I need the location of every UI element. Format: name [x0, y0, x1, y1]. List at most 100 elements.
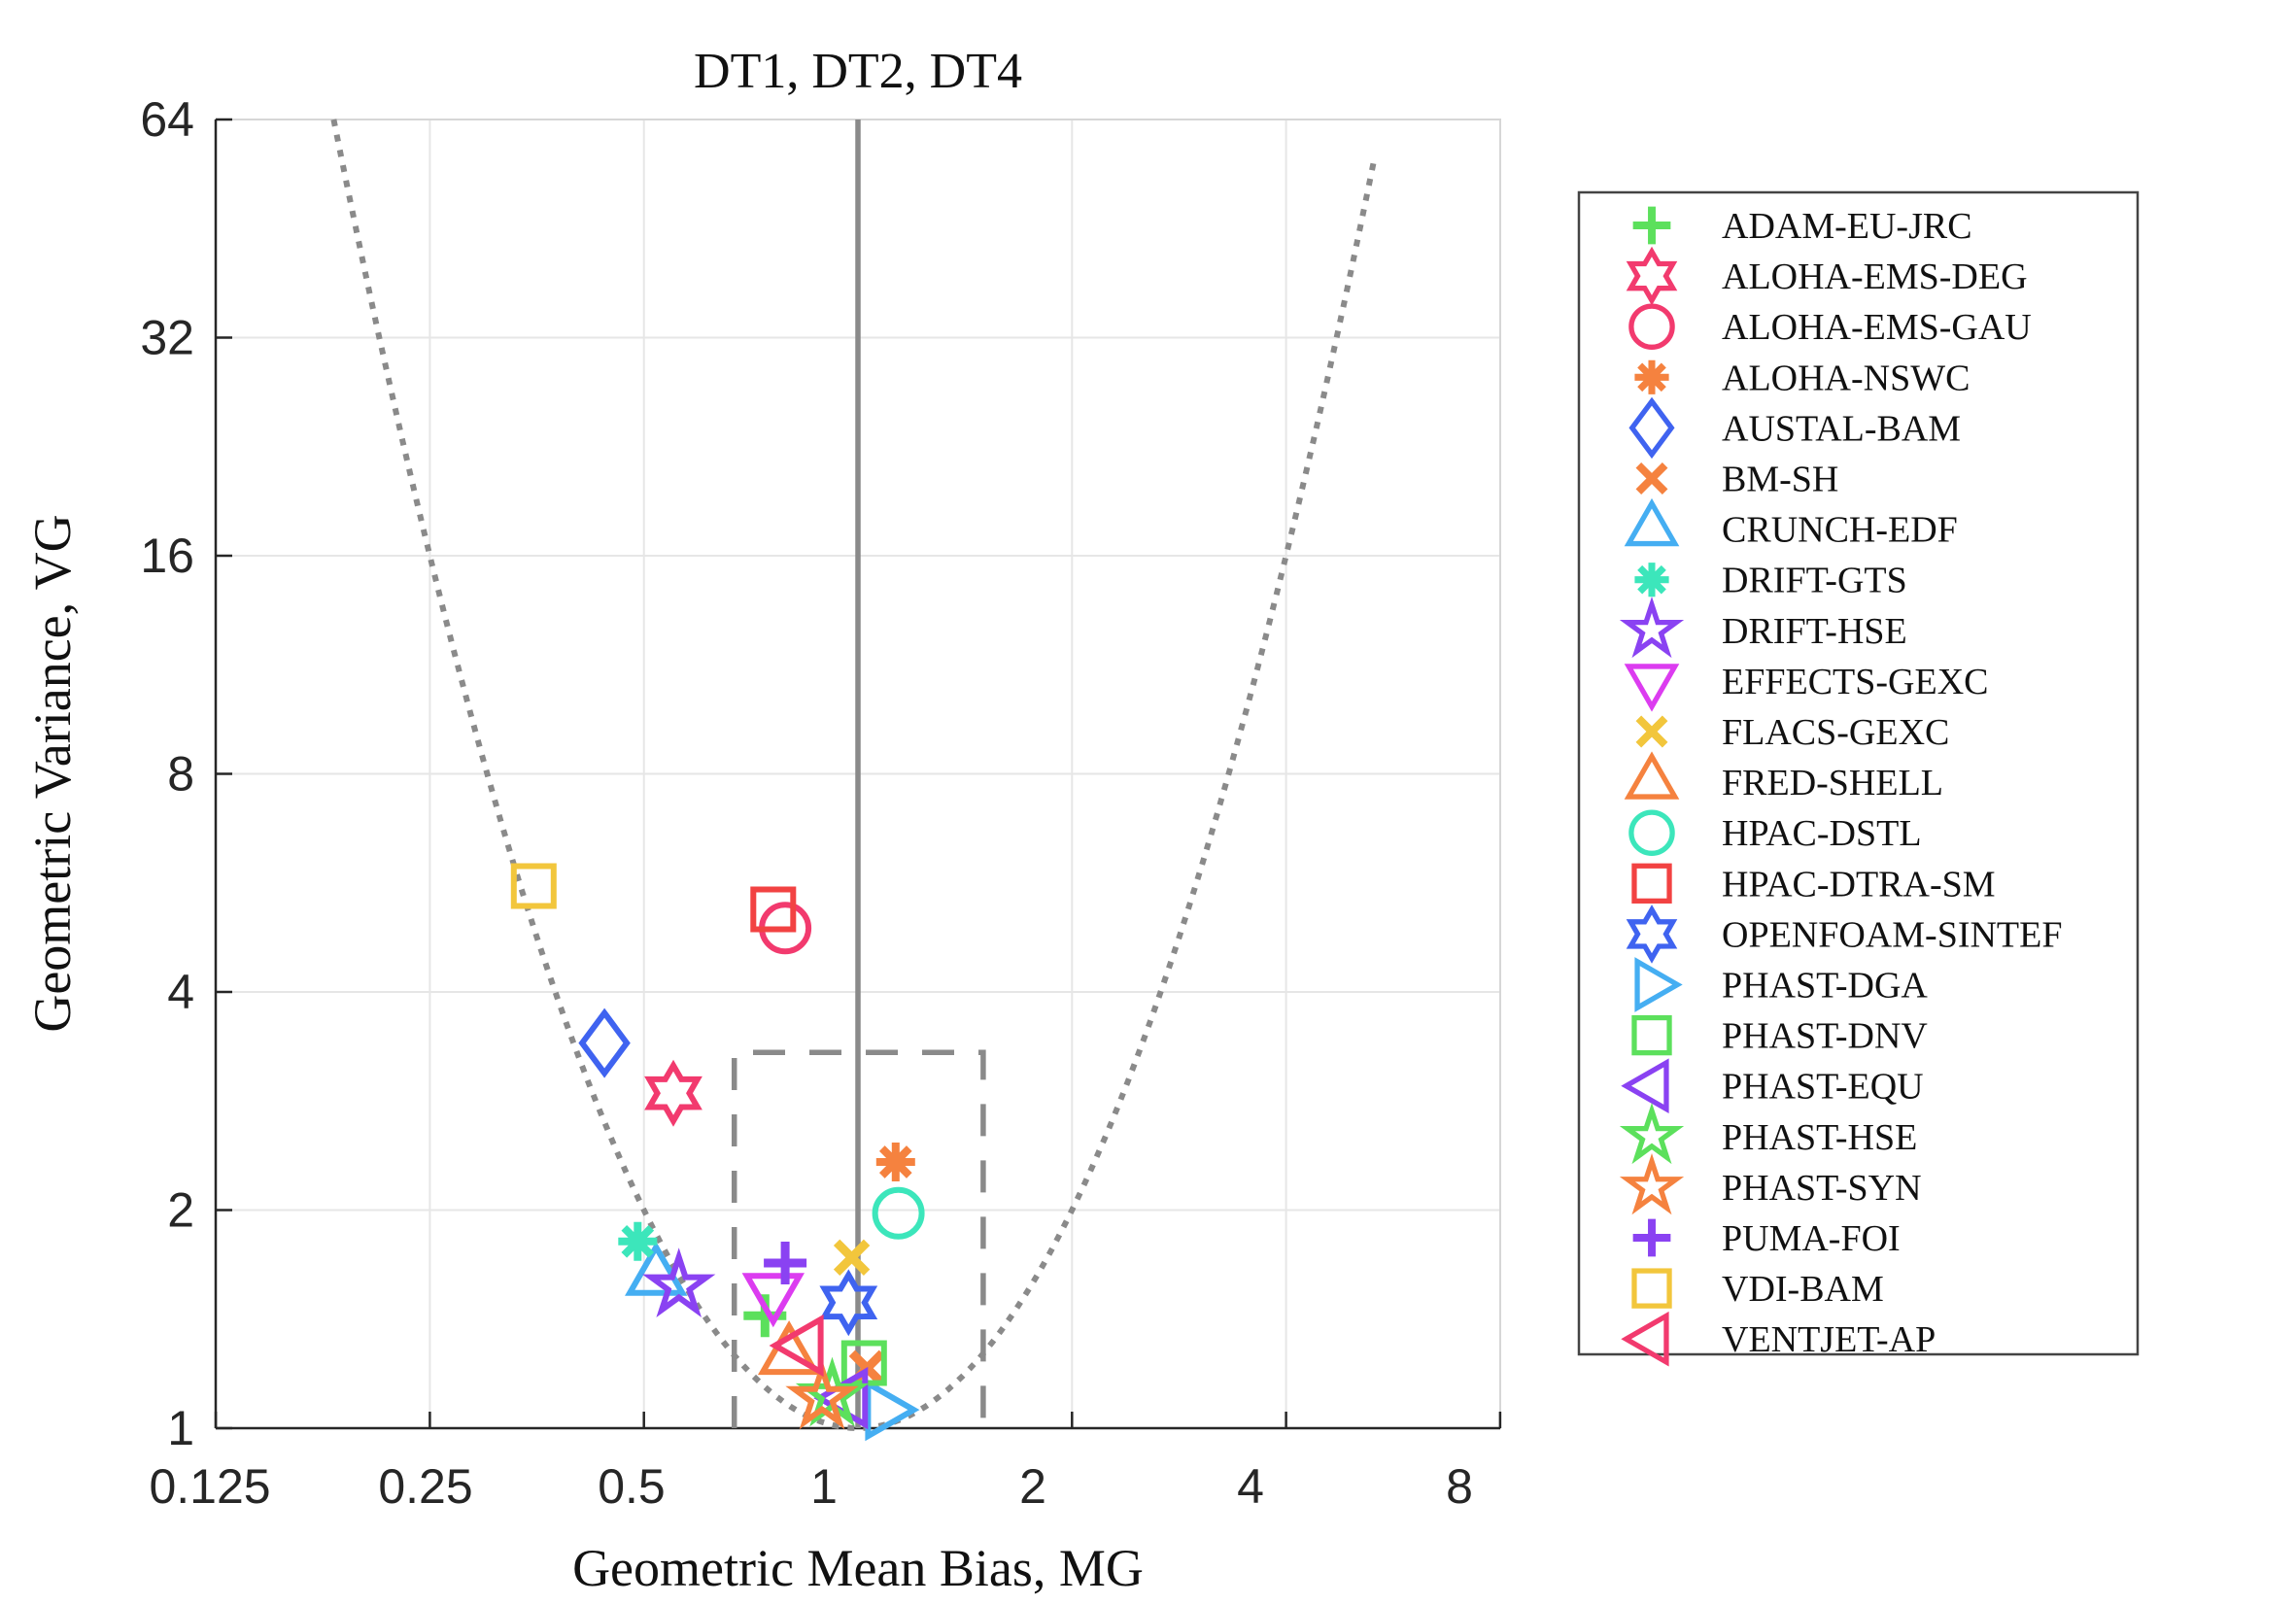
legend-row: DRIFT-HSE	[1619, 596, 1907, 659]
y-tick-label: 8	[167, 747, 194, 802]
legend-label: PHAST-SYN	[1722, 1168, 1922, 1209]
x-tick-label: 0.125	[149, 1459, 270, 1514]
legend-label: EFFECTS-GEXC	[1722, 662, 1988, 702]
legend-label: PHAST-DNV	[1722, 1016, 1928, 1057]
square-icon	[1631, 863, 1672, 904]
star-icon	[1619, 1153, 1685, 1215]
legend-row: BM-SH	[1635, 460, 1838, 500]
circle-icon	[1628, 809, 1675, 856]
legend-row: ALOHA-NSWC	[1634, 358, 1970, 398]
x-axis-label: Geometric Mean Bias, MG	[572, 1539, 1144, 1597]
marker-layer	[510, 863, 925, 1442]
y-axis-label: Geometric Variance, VG	[23, 514, 82, 1032]
plus-icon	[1632, 1218, 1671, 1257]
marker-ventjet-ap	[769, 1314, 824, 1378]
legend-label: VDI-BAM	[1722, 1269, 1884, 1310]
legend-row: PHAST-EQU	[1621, 1058, 1924, 1114]
asterisk-icon	[1634, 563, 1669, 598]
y-tick-label: 64	[140, 92, 194, 147]
x-tick-label: 8	[1446, 1459, 1473, 1514]
legend-label: AUSTAL-BAM	[1722, 408, 1961, 449]
x-tick-label: 2	[1019, 1459, 1046, 1514]
triangle-up-icon	[1624, 751, 1680, 800]
y-tick-label: 2	[167, 1183, 194, 1238]
marker-phast-syn	[785, 1359, 859, 1430]
legend-row: FRED-SHELL	[1624, 751, 1943, 803]
x-icon	[1635, 462, 1668, 495]
acceptance-box	[731, 1049, 986, 1428]
x-tick-label: 0.25	[378, 1459, 472, 1514]
legend-row: OPENFOAM-SINTEF	[1626, 905, 2062, 964]
legend-row: VDI-BAM	[1631, 1268, 1884, 1310]
marker-phast-dga	[865, 1378, 920, 1442]
y-tick-label: 32	[140, 311, 194, 365]
diamond-icon	[1628, 396, 1675, 460]
legend-row: PUMA-FOI	[1632, 1218, 1901, 1259]
legend-row: VENTJET-AP	[1621, 1311, 1936, 1367]
plus-icon	[1632, 206, 1671, 245]
legend-label: VENTJET-AP	[1722, 1319, 1936, 1360]
reference-layer	[330, 119, 1379, 1432]
legend-row: CRUNCH-EDF	[1624, 497, 1958, 551]
legend-row: PHAST-HSE	[1619, 1102, 1917, 1165]
x-tick-label: 0.5	[598, 1459, 666, 1514]
legend-row: EFFECTS-GEXC	[1624, 662, 1988, 712]
x-tick-label: 1	[810, 1459, 838, 1514]
legend-label: ALOHA-EMS-GAU	[1722, 307, 2032, 348]
legend-label: PHAST-EQU	[1722, 1067, 1924, 1108]
legend-row: ADAM-EU-JRC	[1632, 206, 1972, 247]
marker-aloha-ems-deg	[644, 1059, 703, 1127]
legend-label: PUMA-FOI	[1722, 1218, 1901, 1259]
star-icon	[1619, 596, 1685, 659]
legend-label: FRED-SHELL	[1722, 763, 1943, 803]
marker-puma-foi	[764, 1242, 807, 1284]
legend-label: ALOHA-EMS-DEG	[1722, 256, 2028, 297]
square-icon	[1631, 1268, 1672, 1309]
marker-openfoam-sintef	[819, 1269, 878, 1337]
legend-label: OPENFOAM-SINTEF	[1722, 914, 2062, 955]
legend-row: PHAST-DNV	[1631, 1014, 1928, 1057]
triangle-left-icon	[1621, 1311, 1669, 1367]
marker-crunch-edf	[625, 1241, 688, 1296]
legend-label: HPAC-DTRA-SM	[1722, 864, 1996, 905]
legend-row: FLACS-GEXC	[1635, 712, 1949, 753]
triangle-up-icon	[1624, 497, 1680, 547]
legend-box	[1577, 190, 2140, 1356]
legend-label: BM-SH	[1722, 460, 1838, 500]
x-tick-label: 4	[1237, 1459, 1264, 1514]
hexagram-icon	[1626, 246, 1678, 306]
marker-austal-bam	[578, 1007, 631, 1078]
legend-row: HPAC-DSTL	[1628, 809, 1922, 856]
marker-hpac-dtra-sm	[750, 886, 797, 933]
marker-aloha-nswc	[875, 1143, 915, 1181]
parabola-curve	[330, 119, 1379, 1432]
legend-label: ALOHA-NSWC	[1722, 358, 1970, 398]
legend-label: PHAST-HSE	[1722, 1117, 1917, 1158]
legend-label: ADAM-EU-JRC	[1722, 206, 1972, 247]
legend-row: ALOHA-EMS-DEG	[1626, 246, 2028, 306]
legend-row: HPAC-DTRA-SM	[1631, 863, 1996, 905]
triangle-right-icon	[1634, 957, 1683, 1012]
legend-label: HPAC-DSTL	[1722, 813, 1922, 854]
legend-row: PHAST-DGA	[1634, 957, 1928, 1012]
chart-title: DT1, DT2, DT4	[694, 44, 1022, 99]
triangle-down-icon	[1624, 664, 1680, 712]
y-tick-label: 1	[167, 1401, 194, 1455]
legend-row: PHAST-SYN	[1619, 1153, 1922, 1215]
legend-row: ALOHA-EMS-GAU	[1628, 303, 2032, 350]
marker-vdi-bam	[510, 863, 557, 909]
marker-drift-hse	[642, 1247, 716, 1318]
circle-icon	[1628, 303, 1675, 350]
square-icon	[1631, 1014, 1672, 1056]
legend: ADAM-EU-JRC ALOHA-EMS-DEG ALOHA-EMS-GAU ALO…	[1577, 190, 2140, 1367]
asterisk-icon	[1634, 359, 1669, 394]
legend-label: PHAST-DGA	[1722, 966, 1928, 1007]
legend-label: DRIFT-HSE	[1722, 611, 1907, 652]
triangle-left-icon	[1621, 1058, 1669, 1114]
star-icon	[1619, 1102, 1685, 1165]
y-tick-label: 16	[140, 529, 194, 583]
legend-label: FLACS-GEXC	[1722, 712, 1949, 753]
marker-hpac-dstl	[872, 1186, 925, 1240]
